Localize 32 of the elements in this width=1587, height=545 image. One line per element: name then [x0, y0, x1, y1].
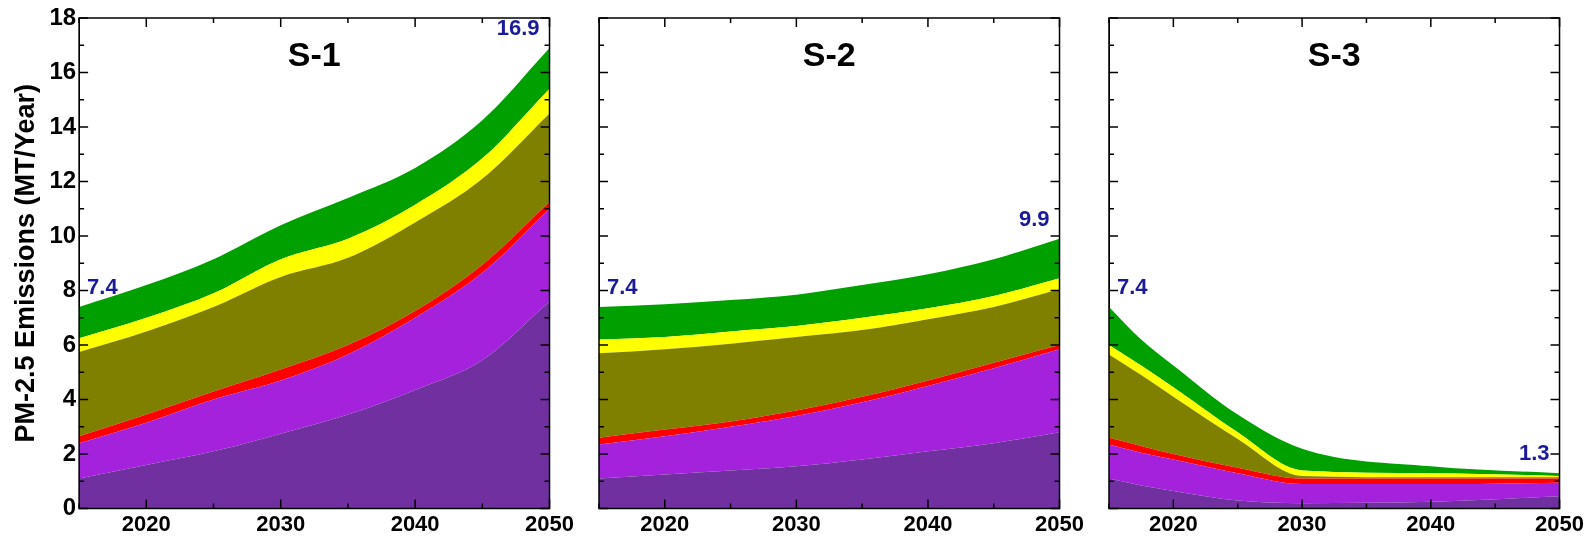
- y-tick-label: 6: [62, 329, 77, 357]
- annotation: 9.9: [1018, 205, 1050, 231]
- x-tick-label: 2030: [771, 510, 821, 536]
- text: S-1: [287, 35, 341, 74]
- annotation: 1.3: [1518, 440, 1550, 466]
- x-tick-label: 2020: [121, 510, 171, 536]
- y-tick-label: 2: [62, 438, 77, 466]
- y-tick-label: 14: [49, 111, 77, 139]
- y-tick-label: 0: [62, 493, 77, 521]
- annotation: 16.9: [496, 15, 540, 41]
- y-axis-title: PM-2.5 Emissions (MT/Year): [9, 84, 40, 443]
- y-tick-label: 12: [49, 166, 77, 194]
- x-tick-label: 2040: [390, 510, 440, 536]
- y-tick-label: 8: [62, 275, 77, 303]
- y-tick-label: 10: [49, 220, 77, 248]
- x-tick-label: 2030: [1277, 510, 1327, 536]
- annotation: 7.4: [87, 273, 119, 299]
- x-tick-label: 2020: [1148, 510, 1198, 536]
- x-tick-label: 2030: [256, 510, 306, 536]
- annotation: 7.4: [1117, 273, 1149, 299]
- annotation: 7.4: [607, 273, 639, 299]
- x-tick-label: 2040: [903, 510, 953, 536]
- y-tick-label: 18: [49, 2, 77, 30]
- x-tick-label: 2020: [640, 510, 690, 536]
- y-tick-label: 16: [49, 57, 77, 85]
- text: S-3: [1307, 35, 1361, 74]
- x-tick-label: 2050: [525, 510, 575, 536]
- text: S-2: [802, 35, 856, 74]
- x-tick-label: 2050: [1035, 510, 1085, 536]
- y-tick-label: 4: [62, 384, 77, 412]
- x-tick-label: 2050: [1535, 510, 1585, 536]
- x-tick-label: 2040: [1406, 510, 1456, 536]
